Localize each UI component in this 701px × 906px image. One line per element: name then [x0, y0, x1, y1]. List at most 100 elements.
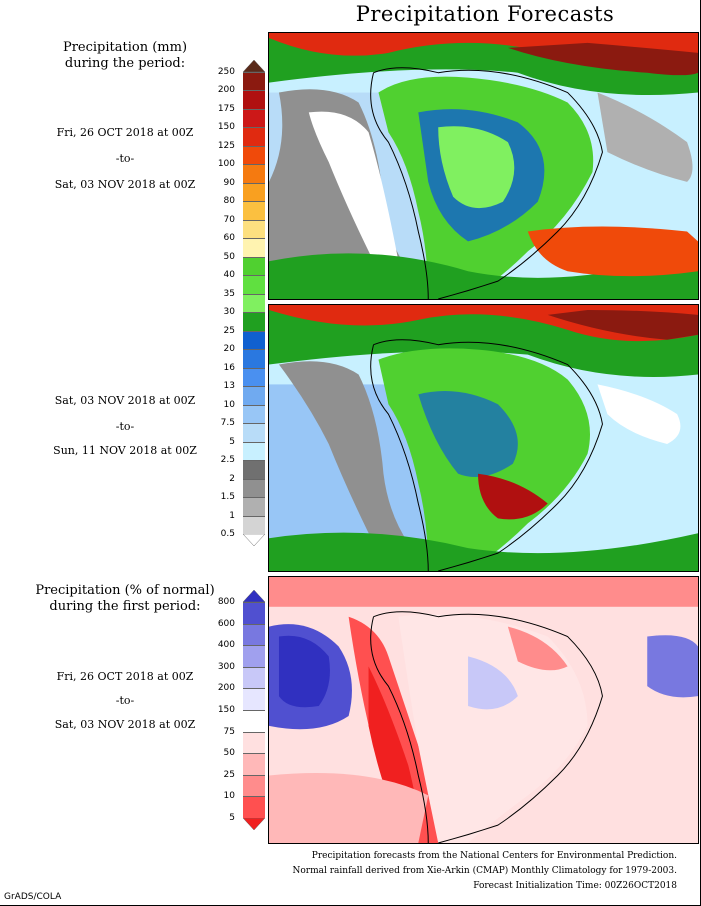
- mm-colorbar-tick-label: 50: [223, 251, 235, 262]
- mm-colorbar-swatch: [243, 478, 265, 498]
- pct-colorbar-top-arrow: [243, 590, 265, 602]
- mm-colorbar-swatch: [243, 275, 265, 294]
- mm-colorbar-swatch: [243, 312, 265, 331]
- mm-colorbar-tick-label: 175: [217, 103, 235, 114]
- mm-colorbar: [243, 60, 265, 546]
- mm-colorbar-tick-label: 100: [217, 159, 235, 170]
- section1-header-line2: during the period:: [64, 56, 186, 71]
- footer-line2: Normal rainfall derived from Xie-Arkin (…: [292, 866, 678, 876]
- pct-colorbar-swatch: [243, 774, 265, 797]
- pct-colorbar-swatch: [243, 688, 265, 710]
- mm-colorbar-tick-label: 20: [223, 344, 235, 355]
- mm-colorbar-swatch: [243, 219, 265, 239]
- section2-end: Sun, 11 NOV 2018 at 00Z: [53, 444, 197, 457]
- footer-line3: Forecast Initialization Time: 00Z26OCT20…: [473, 881, 677, 891]
- footer-notes: Precipitation forecasts from the Nationa…: [293, 849, 678, 894]
- mm-colorbar-swatch: [243, 349, 265, 368]
- mm-colorbar-tick-label: 13: [223, 381, 235, 392]
- pct-colorbar-tick-label: 200: [217, 683, 235, 694]
- mm-colorbar-bottom-arrow: [243, 534, 265, 546]
- pct-colorbar-swatch: [243, 666, 265, 689]
- mm-colorbar-swatch: [243, 293, 265, 313]
- mm-colorbar-swatch: [243, 404, 265, 424]
- pct-colorbar-swatch: [243, 623, 265, 646]
- mm-colorbar-swatch: [243, 90, 265, 109]
- pct-colorbar-bottom-arrow: [243, 818, 265, 830]
- mm-colorbar-tick-label: 60: [223, 233, 235, 244]
- section2-to: -to-: [115, 420, 135, 433]
- section3-header-line1: Precipitation (% of normal): [35, 583, 215, 598]
- pct-colorbar-tick-label: 300: [217, 661, 235, 672]
- pct-colorbar-swatch: [243, 796, 265, 818]
- mm-colorbar-swatch: [243, 108, 265, 128]
- section3-header: Precipitation (% of normal) during the f…: [0, 583, 250, 615]
- mm-colorbar-swatch: [243, 127, 265, 146]
- section3-header-line2: during the first period:: [49, 599, 201, 614]
- pct-colorbar-tick-label: 75: [223, 726, 235, 737]
- page-title: Precipitation Forecasts: [355, 2, 615, 26]
- pct-colorbar-tick-label: 600: [217, 618, 235, 629]
- section3-start: Fri, 26 OCT 2018 at 00Z: [56, 670, 194, 683]
- pct-colorbar-swatch: [243, 602, 265, 624]
- map-panel-period1: [268, 32, 699, 300]
- section1-header: Precipitation (mm) during the period:: [0, 40, 250, 72]
- section1-start: Fri, 26 OCT 2018 at 00Z: [56, 126, 194, 139]
- mm-colorbar-swatch: [243, 386, 265, 405]
- mm-colorbar-swatch: [243, 367, 265, 387]
- footer-line1: Precipitation forecasts from the Nationa…: [311, 851, 677, 861]
- pct-colorbar-tick-label: 150: [217, 705, 235, 715]
- mm-colorbar-swatch: [243, 497, 265, 516]
- pct-colorbar-tick-label: 25: [223, 769, 235, 780]
- mm-colorbar-tick-label: 1: [229, 510, 235, 521]
- mm-colorbar-tick-label: 70: [223, 214, 235, 225]
- mm-colorbar-swatch: [243, 164, 265, 183]
- mm-colorbar-swatch: [243, 238, 265, 257]
- mm-colorbar-swatch: [243, 423, 265, 442]
- section1-header-line1: Precipitation (mm): [62, 40, 188, 55]
- pct-colorbar-tick-label: 800: [217, 597, 235, 607]
- pct-colorbar-swatch: [243, 710, 265, 732]
- mm-colorbar-tick-label: 35: [223, 288, 235, 299]
- section1-to: -to-: [115, 152, 135, 165]
- section2-start: Sat, 03 NOV 2018 at 00Z: [54, 394, 196, 407]
- pct-colorbar: [243, 590, 265, 830]
- section3-to: -to-: [115, 694, 135, 707]
- section3-end: Sat, 03 NOV 2018 at 00Z: [54, 718, 196, 731]
- mm-colorbar-swatch: [243, 201, 265, 220]
- mm-colorbar-tick-label: 2: [229, 473, 235, 484]
- map-panel-period2: [268, 304, 699, 572]
- mm-colorbar-swatch: [243, 72, 265, 91]
- mm-colorbar-tick-label: 125: [217, 140, 235, 151]
- mm-colorbar-swatch: [243, 441, 265, 461]
- mm-colorbar-swatch: [243, 515, 265, 534]
- section1-end: Sat, 03 NOV 2018 at 00Z: [54, 178, 196, 191]
- mm-colorbar-tick-label: 250: [217, 67, 235, 77]
- mm-colorbar-tick-label: 80: [223, 196, 235, 207]
- pct-colorbar-tick-label: 50: [223, 748, 235, 759]
- mm-colorbar-tick-label: 7.5: [220, 418, 235, 429]
- pct-colorbar-swatch: [243, 731, 265, 754]
- credit-label: GrADS/COLA: [4, 892, 62, 902]
- mm-colorbar-tick-label: 30: [223, 307, 235, 318]
- mm-colorbar-tick-label: 2.5: [220, 455, 235, 466]
- mm-colorbar-tick-label: 10: [223, 399, 235, 410]
- mm-colorbar-tick-label: 200: [217, 85, 235, 96]
- pct-colorbar-tick-label: 400: [217, 640, 235, 651]
- mm-colorbar-tick-label: 90: [223, 177, 235, 188]
- mm-colorbar-swatch: [243, 330, 265, 350]
- mm-colorbar-tick-label: 150: [217, 122, 235, 133]
- mm-colorbar-tick-label: 0.5: [220, 529, 235, 539]
- mm-colorbar-swatch: [243, 145, 265, 165]
- mm-colorbar-top-arrow: [243, 60, 265, 72]
- mm-colorbar-swatch: [243, 182, 265, 202]
- pct-colorbar-tick-label: 10: [223, 791, 235, 802]
- pct-colorbar-swatch: [243, 645, 265, 667]
- mm-colorbar-tick-label: 5: [229, 436, 235, 447]
- pct-colorbar-tick-label: 5: [229, 813, 235, 823]
- mm-colorbar-tick-label: 16: [223, 362, 235, 373]
- mm-colorbar-tick-label: 1.5: [220, 492, 235, 503]
- mm-colorbar-swatch: [243, 256, 265, 276]
- pct-colorbar-swatch: [243, 753, 265, 775]
- mm-colorbar-tick-label: 25: [223, 325, 235, 336]
- mm-colorbar-swatch: [243, 460, 265, 479]
